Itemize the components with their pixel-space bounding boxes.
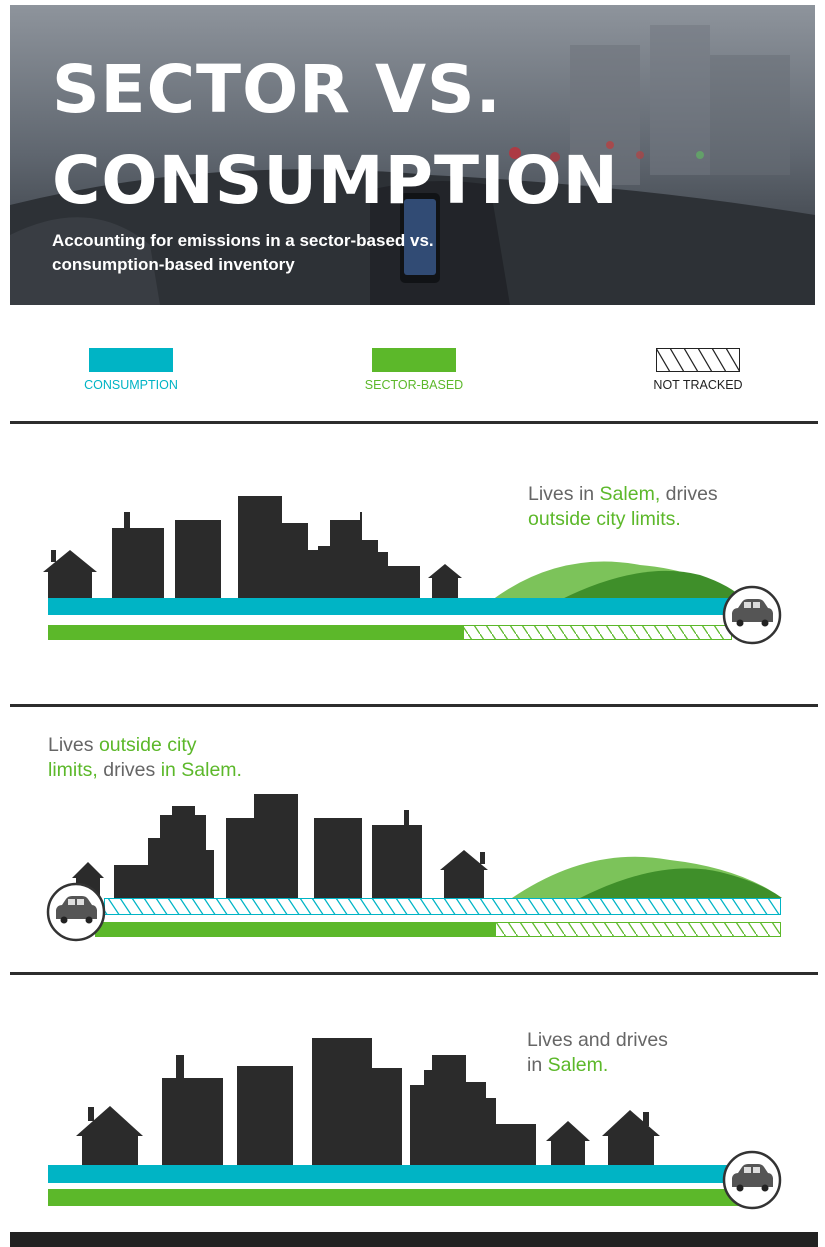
legend-not-tracked: NOT TRACKED [618,348,778,392]
scenario-2-illustration [46,794,782,942]
consumption-swatch [89,348,173,372]
consumption-bar-tracked [48,598,738,615]
caption-text: Lives [48,734,99,756]
caption-text: drives [660,483,718,505]
caption-highlight: outside city [98,734,197,756]
caption-highlight: limits, [48,759,98,781]
divider-2 [10,704,818,707]
caption-text: Lives and drives [527,1029,668,1051]
house-icon [440,850,488,898]
scenario-3-caption: Lives and drives in Salem. [527,1028,668,1078]
hills [492,561,745,600]
house-icon [546,1121,590,1165]
consumption-bar-not-tracked [104,898,781,915]
scenario-2-caption: Lives outside city limits, drives in Sal… [48,733,242,783]
caption-text: drives [97,759,161,781]
legend-consumption: CONSUMPTION [51,348,211,392]
legend-not-tracked-label: NOT TRACKED [653,378,743,392]
caption-highlight: outside city limits. [528,508,681,530]
hero-banner: SECTOR VS. CONSUMPTION Accounting for em… [10,5,815,305]
caption-text: in [527,1054,548,1076]
scenario-1-caption: Lives in Salem, drives outside city limi… [528,482,718,532]
divider-3 [10,972,818,975]
footer-bar [10,1232,818,1247]
divider-1 [10,421,818,424]
legend-sector-label: SECTOR-BASED [364,378,464,392]
sector-bar-not-tracked [495,922,781,937]
subtitle: Accounting for emissions in a sector-bas… [52,231,434,274]
sector-bar-not-tracked [463,625,732,640]
city-skyline [43,496,462,598]
caption-highlight: Salem. [547,1054,609,1076]
scenario-1-illustration [43,496,782,645]
caption-highlight: in Salem. [160,759,242,781]
car-icon [722,585,782,645]
legend-consumption-label: CONSUMPTION [84,378,178,392]
title-line-2: CONSUMPTION [52,142,619,219]
house-icon [76,1106,143,1165]
scenario-3-illustration [48,1038,782,1210]
house-icon [428,564,462,598]
consumption-bar-tracked [48,1165,740,1183]
house-icon [602,1110,660,1165]
sector-bar-tracked [95,922,495,937]
sector-bar-tracked [48,1189,740,1206]
city-skyline [76,1038,660,1165]
city-skyline [72,794,488,898]
sector-bar-tracked [48,625,463,640]
hills [512,856,782,898]
house-icon [43,550,97,598]
caption-highlight: Salem, [599,483,661,505]
legend-sector: SECTOR-BASED [334,348,494,392]
car-icon [722,1150,782,1210]
not-tracked-swatch [656,348,740,372]
sector-swatch [372,348,456,372]
caption-text: Lives in [528,483,600,505]
road-background-image [10,5,815,305]
car-icon [46,882,106,942]
title-line-1: SECTOR VS. [52,51,502,128]
